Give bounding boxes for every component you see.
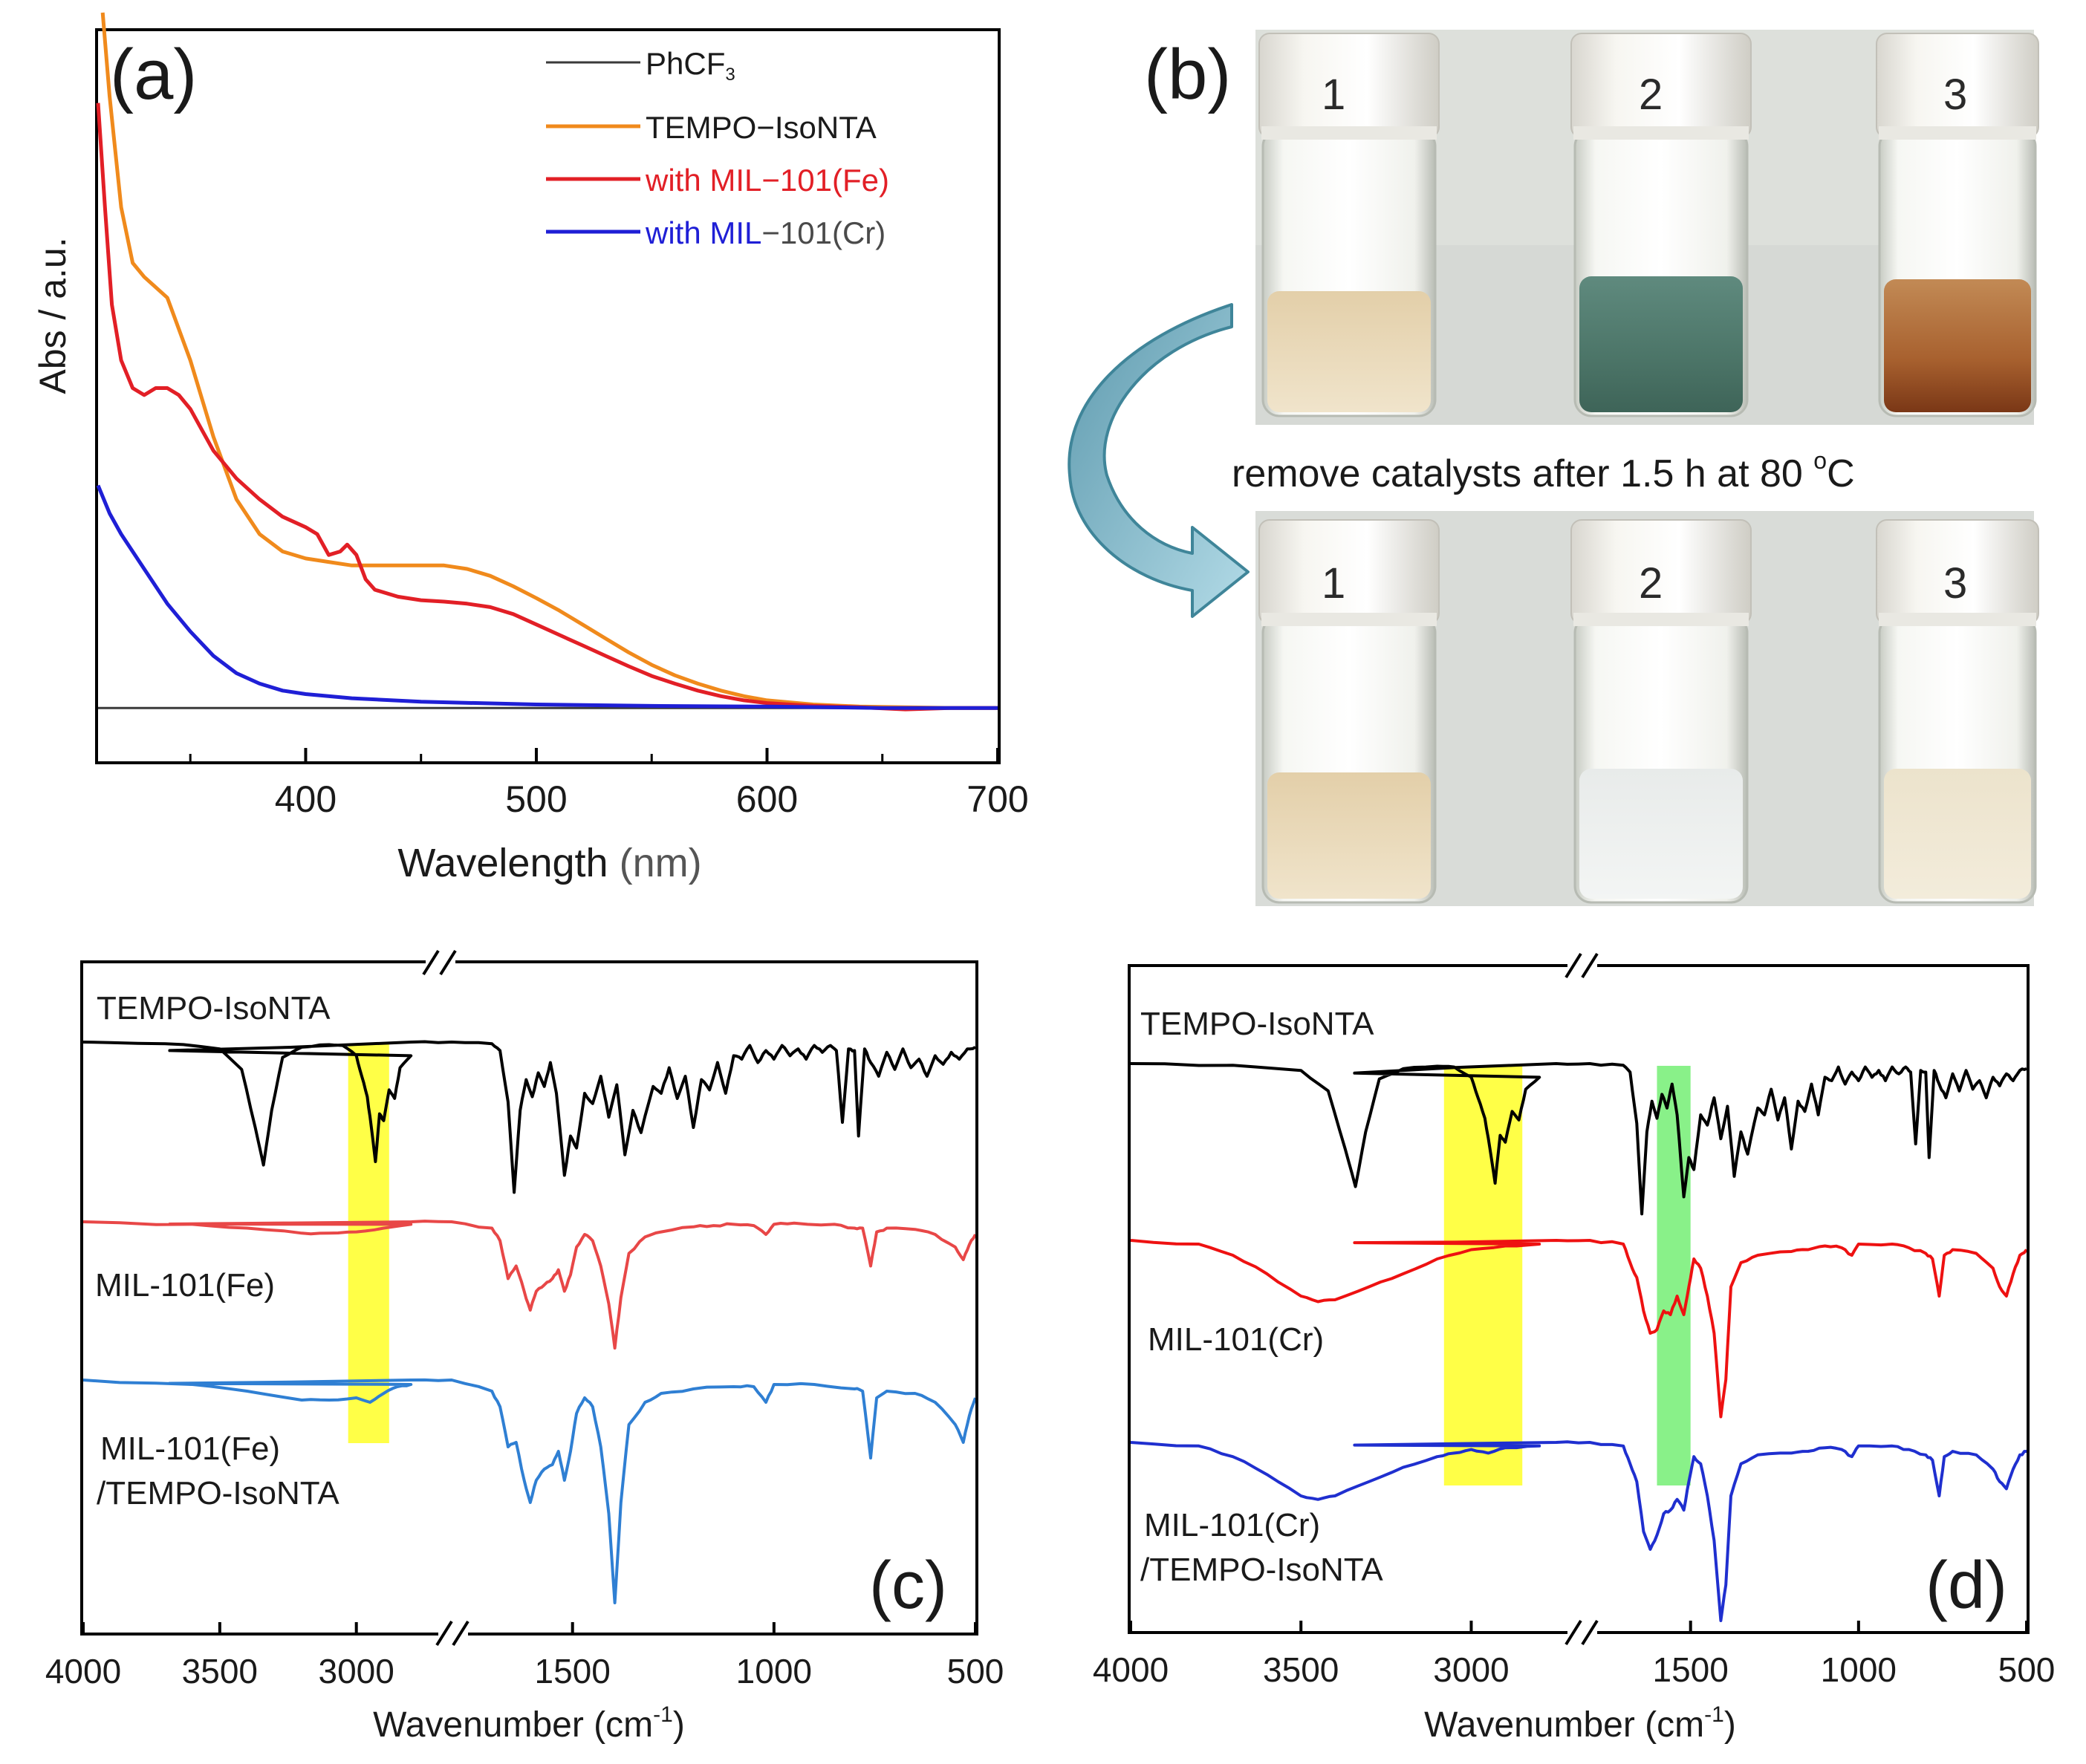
ir-series-2 (82, 1220, 977, 1350)
panel-c-axis-break (422, 949, 469, 1647)
x-tick-label: 3500 (182, 1652, 258, 1690)
panel-d-series (1130, 1062, 2028, 1622)
x-tick-label: 500 (947, 1652, 1004, 1690)
ir-series-1 (82, 1040, 976, 1194)
vial-label-2-after: 2 (1639, 559, 1663, 608)
panel-c-series-label-3a: MIL-101(Fe) (100, 1431, 280, 1467)
vial-label-3-before: 3 (1943, 71, 1967, 119)
highlight-band-yellow (1443, 1066, 1523, 1485)
x-tick-label: 400 (275, 778, 337, 820)
vial-3-before (1876, 33, 2039, 417)
panel-a-x-axis-label: Wavelength (nm) (397, 841, 701, 885)
panel-d-series-label-3a: MIL-101(Cr) (1144, 1507, 1320, 1543)
panel-b: (b) (1068, 30, 2039, 906)
x-tick-label: 3000 (1433, 1650, 1509, 1689)
vial-1-before (1258, 33, 1440, 417)
curved-arrow (1068, 303, 1250, 618)
x-tick-label: 1000 (736, 1652, 812, 1690)
x-tick-label: 1500 (1653, 1650, 1729, 1689)
vial-2-before (1570, 33, 1752, 417)
uv-series-3 (96, 102, 998, 712)
panel-c-series-label-1: TEMPO-IsoNTA (97, 990, 331, 1026)
highlight-band-green (1657, 1066, 1691, 1485)
vial-3-after (1876, 519, 2039, 904)
panel-a: 400 500 600 700 (a) PhCF3 TEMPO−IsoNTA with… (32, 12, 1029, 885)
ir-series-3 (82, 1378, 977, 1604)
legend-text-phcf3: PhCF3 (646, 46, 735, 85)
panel-c-x-ticks: 4000 3500 3000 1500 1000 500 (45, 1622, 1004, 1690)
panel-c: 4000 3500 3000 1500 1000 500 TEMPO-IsoNTA MIL… (45, 949, 1004, 1745)
panel-d-series-label-1: TEMPO-IsoNTA (1140, 1006, 1374, 1042)
panel-d-axis-break (1564, 952, 1599, 1646)
uv-series-4 (96, 484, 998, 710)
panel-c-frame (80, 960, 978, 1636)
x-tick-label: 3500 (1263, 1650, 1339, 1689)
vial-label-3-after: 3 (1943, 559, 1967, 608)
vial-label-1-after: 1 (1322, 559, 1345, 608)
x-tick-label: 1000 (1821, 1650, 1897, 1689)
x-tick-label: 700 (966, 778, 1028, 820)
legend-text-cr: with MIL−101(Cr) (645, 215, 886, 250)
vial-label-2-before: 2 (1639, 71, 1663, 119)
uv-series-2 (100, 12, 998, 710)
ir-series-3 (1130, 1440, 2027, 1622)
panel-d-x-axis-label: Wavenumber (cm-1) (1424, 1702, 1736, 1745)
x-tick-label: 500 (505, 778, 567, 820)
panel-a-label: (a) (110, 35, 197, 114)
panel-d-series-label-2: MIL-101(Cr) (1148, 1321, 1324, 1358)
x-tick-label: 1500 (535, 1652, 611, 1690)
vial-2-after (1570, 519, 1752, 904)
panel-c-x-axis-label: Wavenumber (cm-1) (373, 1702, 685, 1745)
x-tick-label: 3000 (319, 1652, 394, 1690)
panel-b-caption: remove catalysts after 1.5 h at 80 oC (1232, 447, 1855, 495)
panel-c-series (82, 1040, 977, 1604)
panel-d-series-label-3b: /TEMPO-IsoNTA (1140, 1552, 1383, 1588)
photo-after: 1 2 3 (1255, 511, 2039, 906)
panel-b-label: (b) (1144, 35, 1231, 114)
ir-series-2 (1130, 1239, 2028, 1419)
panel-a-legend: PhCF3 TEMPO−IsoNTA with MIL−101(Fe) with… (546, 46, 889, 250)
x-tick-label: 4000 (45, 1652, 121, 1690)
legend-text-tempo: TEMPO−IsoNTA (646, 110, 877, 145)
panel-d-label: (d) (1926, 1549, 2007, 1623)
panel-c-series-label-3b: /TEMPO-IsoNTA (97, 1475, 339, 1511)
panel-d: 4000 3500 3000 1500 1000 500 TEMPO-IsoNTA MIL… (1093, 952, 2056, 1745)
vial-1-after (1258, 519, 1440, 904)
panel-d-highlights (1443, 1066, 1691, 1485)
panel-d-x-ticks: 4000 3500 3000 1500 1000 500 (1093, 1621, 2056, 1689)
vial-label-1-before: 1 (1322, 71, 1345, 119)
panel-a-frame (95, 28, 1001, 764)
x-tick-label: 4000 (1093, 1650, 1169, 1689)
ir-series-1 (1130, 1062, 2027, 1216)
x-tick-label: 500 (1998, 1650, 2056, 1689)
photo-before: 1 2 3 (1255, 30, 2039, 425)
x-tick-label: 600 (736, 778, 798, 820)
panel-a-series (96, 12, 998, 712)
panel-c-series-label-2: MIL-101(Fe) (95, 1267, 275, 1304)
panel-c-label: (c) (869, 1549, 947, 1623)
panel-a-y-axis-label: Abs / a.u. (32, 237, 74, 394)
panel-a-x-ticks: 400 500 600 700 (189, 748, 1029, 820)
legend-text-fe: with MIL−101(Fe) (645, 163, 889, 198)
